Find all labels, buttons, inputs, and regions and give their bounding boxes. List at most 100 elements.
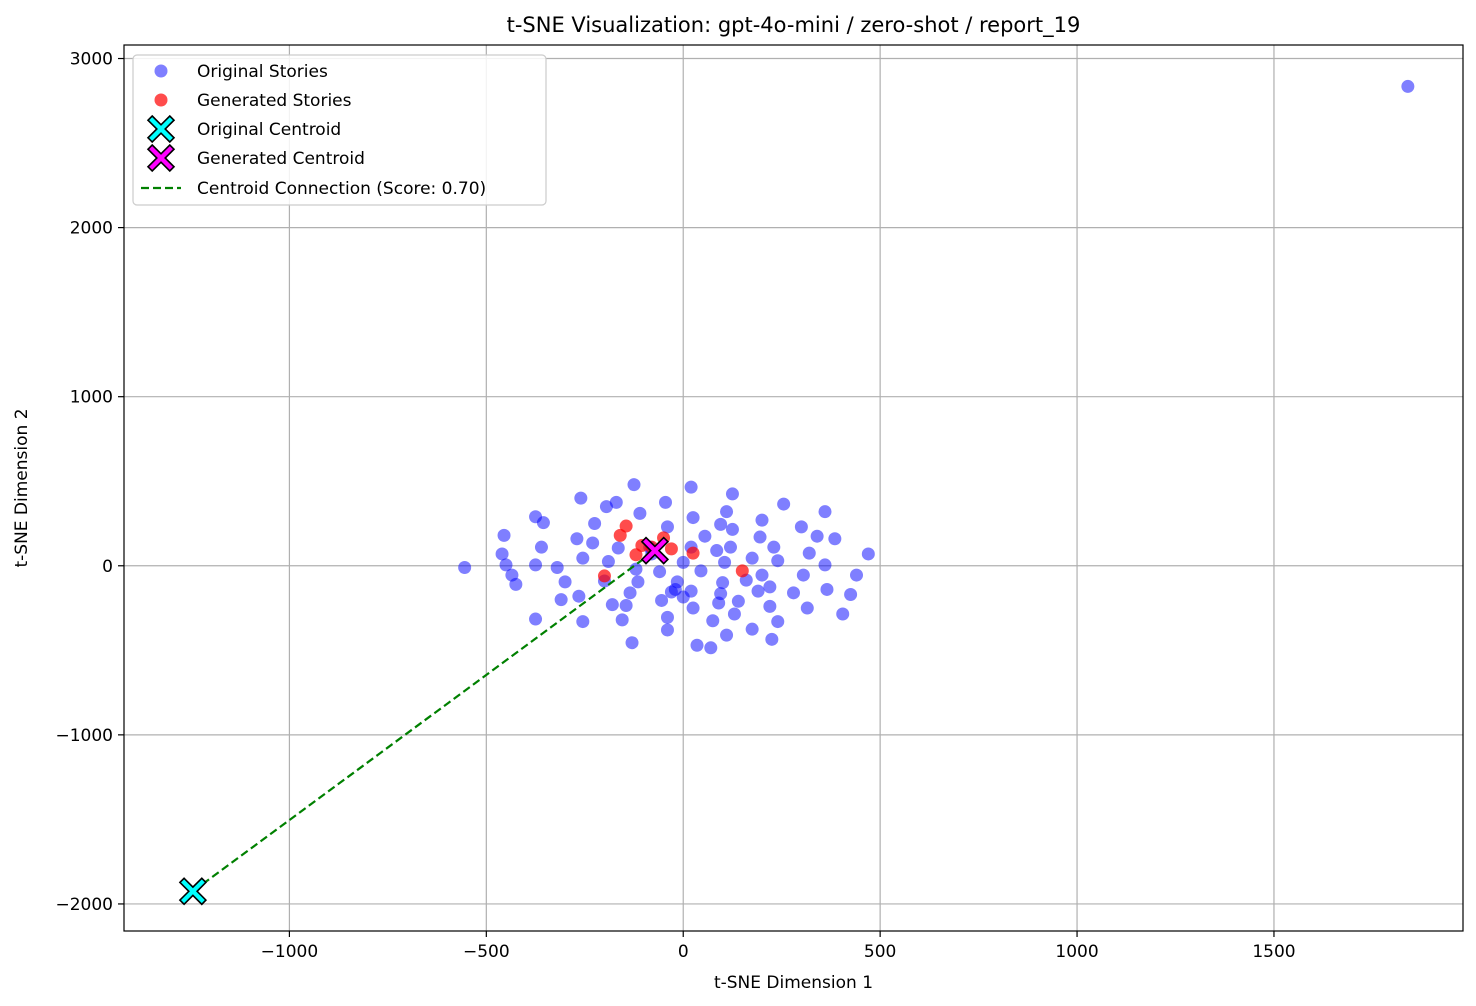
original-story-point	[684, 584, 698, 598]
original-story-point	[653, 565, 667, 579]
original-story-point	[529, 558, 543, 572]
original-story-point	[777, 497, 791, 511]
original-story-point	[755, 568, 769, 582]
original-story-point	[763, 580, 777, 594]
original-story-point	[495, 547, 509, 561]
centroid-connection-line	[192, 549, 656, 893]
original-story-point	[820, 582, 834, 596]
generated-story-point	[686, 546, 700, 560]
original-story-point	[684, 480, 698, 494]
legend-generated-centroid-marker	[146, 143, 176, 173]
x-tick-label: −1000	[261, 942, 319, 962]
original-story-point	[633, 506, 647, 520]
original-story-point	[706, 614, 720, 628]
original-story-point	[716, 576, 730, 590]
original-story-point	[1401, 79, 1415, 93]
y-axis-label: t-SNE Dimension 2	[12, 408, 32, 567]
original-story-point	[714, 587, 728, 601]
original-story-point	[802, 546, 816, 560]
original-story-point	[727, 607, 741, 621]
original-story-point	[588, 517, 602, 531]
original-story-point	[745, 551, 759, 565]
legend-generated-label: Generated Stories	[197, 91, 352, 111]
original-story-point	[497, 528, 511, 542]
original-story-point	[659, 495, 673, 509]
original-story-point	[599, 500, 613, 514]
generated-story-point	[629, 548, 643, 562]
original-story-point	[810, 529, 824, 543]
original-story-point	[753, 530, 767, 544]
original-story-point	[529, 612, 543, 626]
legend-generated-marker	[154, 93, 168, 107]
original-story-point	[710, 544, 724, 558]
y-tick-label: 2000	[70, 219, 113, 239]
original-story-point	[844, 588, 858, 602]
original-story-point	[615, 613, 629, 627]
original-story-point	[800, 601, 814, 615]
original-story-point	[660, 623, 674, 637]
original-story-point	[660, 610, 674, 624]
original-story-point	[576, 551, 590, 565]
original-story-point	[690, 638, 704, 652]
original-story-point	[725, 487, 739, 501]
original-story-point	[794, 520, 808, 534]
plot-area	[178, 79, 1415, 906]
axis-ticks: −1000 −500 0 500 1000 1500 −2000 −1000 0 1000 2000…	[55, 50, 1295, 962]
generated-story-point	[613, 528, 627, 542]
original-story-point	[550, 560, 564, 574]
original-story-point	[536, 516, 550, 530]
legend-box	[132, 54, 547, 206]
original-story-point	[850, 568, 864, 582]
original-centroid-marker	[178, 877, 208, 906]
original-story-point	[655, 593, 669, 607]
chart-title: t-SNE Visualization: gpt-4o-mini / zero-…	[507, 13, 1081, 38]
generated-story-point	[735, 564, 749, 578]
original-story-point	[720, 628, 734, 642]
y-tick-label: 1000	[70, 388, 113, 408]
original-story-point	[698, 529, 712, 543]
original-story-point	[625, 636, 639, 650]
y-tick-label: −1000	[55, 726, 113, 746]
x-tick-label: −500	[463, 942, 510, 962]
generated-story-point	[664, 542, 678, 556]
legend-generated-centroid-label: Generated Centroid	[197, 149, 365, 169]
original-story-point	[499, 558, 513, 572]
original-story-point	[670, 575, 684, 589]
original-story-point	[570, 532, 584, 546]
original-story-point	[605, 598, 619, 612]
x-tick-label: 1000	[1055, 942, 1098, 962]
legend: Original Stories Generated Stories Origina…	[132, 54, 547, 206]
y-tick-label: −2000	[55, 895, 113, 915]
legend-original-centroid-label: Original Centroid	[197, 120, 341, 140]
legend-original-label: Original Stories	[197, 62, 328, 82]
original-story-point	[796, 568, 810, 582]
original-story-point	[623, 586, 637, 600]
original-story-point	[704, 641, 718, 655]
original-story-point	[751, 584, 765, 598]
original-story-point	[765, 632, 779, 646]
plot-frame	[123, 44, 1464, 932]
original-story-point	[787, 586, 800, 600]
original-story-point	[611, 541, 625, 555]
y-tick-label: 3000	[70, 50, 113, 70]
original-story-point	[694, 564, 708, 578]
original-story-point	[818, 558, 832, 572]
original-story-point	[686, 601, 700, 615]
original-story-point	[828, 532, 842, 546]
original-story-point	[576, 615, 590, 629]
legend-original-centroid-marker	[146, 114, 176, 144]
original-story-point	[660, 520, 674, 534]
original-story-point	[771, 554, 785, 568]
original-story-point	[745, 622, 759, 636]
generated-centroid-marker	[640, 536, 670, 565]
y-tick-label: 0	[102, 557, 113, 577]
original-story-point	[836, 607, 850, 621]
x-tick-label: 0	[678, 942, 689, 962]
original-story-point	[458, 560, 472, 574]
original-story-point	[723, 540, 737, 554]
original-story-point	[619, 599, 633, 613]
original-story-point	[818, 505, 832, 519]
generated-story-point	[597, 569, 611, 583]
